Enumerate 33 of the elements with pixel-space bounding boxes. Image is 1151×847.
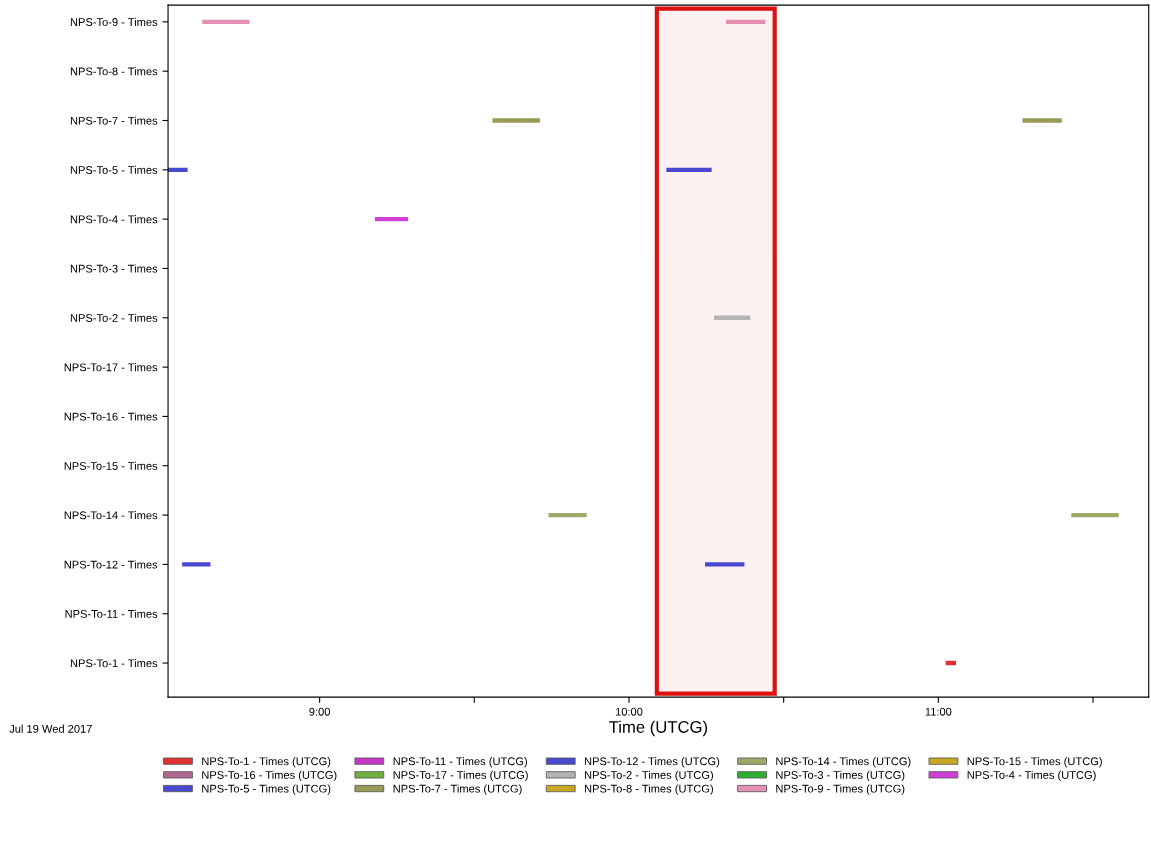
legend-label: NPS-To-1 - Times (UTCG) [202, 757, 331, 768]
y-tick-label: NPS-To-5 - Times [70, 165, 158, 174]
y-tick-label: NPS-To-15 - Times [64, 461, 158, 470]
x-tick-label: 11:00 [925, 707, 952, 716]
legend-label: NPS-To-17 - Times (UTCG) [393, 770, 528, 782]
y-tick-label: NPS-To-12 - Times [64, 560, 158, 569]
y-tick-label: NPS-To-9 - Times [70, 17, 158, 26]
legend-label: NPS-To-7 - Times (UTCG) [393, 784, 522, 795]
y-tick-label: NPS-To-4 - Times [70, 215, 158, 224]
y-tick-label: NPS-To-16 - Times [64, 412, 158, 421]
y-tick-label: NPS-To-3 - Times [70, 264, 158, 273]
text: Jul 19 Wed 2017 [9, 724, 92, 733]
legend-label: NPS-To-16 - Times (UTCG) [202, 770, 337, 782]
legend-label: NPS-To-4 - Times (UTCG) [967, 770, 1096, 782]
x-tick-label: 10:00 [615, 707, 643, 716]
legend-label: NPS-To-14 - Times (UTCG) [776, 757, 911, 768]
y-tick-label: NPS-To-8 - Times [70, 67, 158, 76]
y-tick-label: NPS-To-17 - Times [64, 363, 158, 372]
y-tick-label: NPS-To-2 - Times [70, 313, 158, 322]
y-tick-label: NPS-To-14 - Times [64, 511, 158, 520]
x-axis-title: Time (UTCG) [609, 720, 708, 737]
legend-label: NPS-To-11 - Times (UTCG) [393, 757, 527, 768]
legend-label: NPS-To-15 - Times (UTCG) [967, 757, 1102, 768]
y-tick-label: NPS-To-1 - Times [70, 659, 158, 668]
legend-label: NPS-To-3 - Times (UTCG) [776, 770, 905, 782]
x-tick-label: 9:00 [309, 707, 331, 716]
legend-label: NPS-To-2 - Times (UTCG) [584, 770, 713, 782]
legend-label: NPS-To-12 - Times (UTCG) [584, 757, 720, 768]
y-tick-label: NPS-To-7 - Times [70, 116, 158, 125]
legend-label: NPS-To-9 - Times (UTCG) [776, 784, 905, 795]
legend-label: NPS-To-8 - Times (UTCG) [584, 784, 713, 795]
y-tick-label: NPS-To-11 - Times [65, 609, 158, 618]
legend-label: NPS-To-5 - Times (UTCG) [202, 784, 331, 795]
